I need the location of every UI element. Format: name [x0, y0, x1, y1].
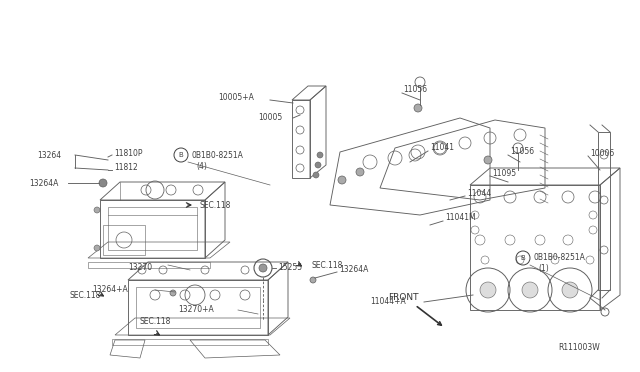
Circle shape	[310, 277, 316, 283]
Text: 13270+A: 13270+A	[178, 305, 214, 314]
Circle shape	[259, 264, 267, 272]
Text: SEC.118: SEC.118	[140, 317, 172, 327]
Circle shape	[170, 290, 176, 296]
Circle shape	[313, 172, 319, 178]
Text: (4): (4)	[196, 161, 207, 170]
Text: 10005: 10005	[258, 113, 282, 122]
Circle shape	[562, 282, 578, 298]
Circle shape	[94, 207, 100, 213]
Text: FRONT: FRONT	[388, 294, 419, 302]
Circle shape	[522, 282, 538, 298]
Text: 11095: 11095	[492, 169, 516, 177]
Circle shape	[338, 176, 346, 184]
Text: R111003W: R111003W	[558, 343, 600, 353]
Text: (1): (1)	[538, 264, 548, 273]
Text: SEC.118: SEC.118	[200, 201, 232, 209]
Circle shape	[356, 168, 364, 176]
Text: 10005+A: 10005+A	[218, 93, 254, 103]
Text: 11812: 11812	[114, 164, 138, 173]
Circle shape	[99, 179, 107, 187]
Text: SEC.118: SEC.118	[312, 260, 344, 269]
Text: 10006: 10006	[590, 148, 614, 157]
Text: 13270: 13270	[128, 263, 152, 272]
Text: 11044: 11044	[467, 189, 491, 198]
Text: 11056: 11056	[510, 148, 534, 157]
Text: B: B	[179, 152, 184, 158]
Circle shape	[484, 156, 492, 164]
Text: 0B1B0-8251A: 0B1B0-8251A	[191, 151, 243, 160]
Text: SEC.118: SEC.118	[70, 291, 101, 299]
Text: 13264A: 13264A	[29, 179, 58, 187]
Text: 11041M: 11041M	[445, 214, 476, 222]
Text: 13264: 13264	[37, 151, 61, 160]
Text: 11044+A: 11044+A	[370, 298, 406, 307]
Circle shape	[315, 162, 321, 168]
Text: 11056: 11056	[403, 86, 427, 94]
Text: 13264A: 13264A	[339, 266, 369, 275]
Text: 11041: 11041	[430, 144, 454, 153]
Text: 13264+A: 13264+A	[92, 285, 128, 295]
Text: 0B1B0-8251A: 0B1B0-8251A	[533, 253, 585, 263]
Text: 15255: 15255	[278, 263, 302, 273]
Circle shape	[317, 152, 323, 158]
Text: B: B	[520, 255, 525, 261]
Circle shape	[480, 282, 496, 298]
Circle shape	[414, 104, 422, 112]
Circle shape	[94, 245, 100, 251]
Text: 11810P: 11810P	[114, 148, 143, 157]
